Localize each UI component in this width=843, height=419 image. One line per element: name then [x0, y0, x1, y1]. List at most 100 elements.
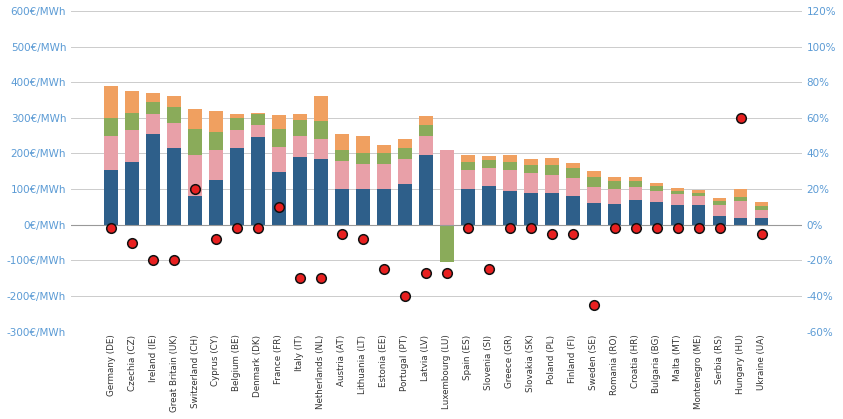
Bar	[524, 193, 538, 225]
Bar	[754, 206, 768, 210]
Bar	[650, 191, 663, 202]
Bar	[440, 150, 454, 225]
Point	[419, 269, 432, 276]
Bar	[398, 184, 411, 225]
Bar	[629, 200, 642, 225]
Bar	[335, 160, 349, 189]
Bar	[377, 153, 390, 164]
Point	[461, 225, 475, 232]
Bar	[419, 155, 432, 225]
Bar	[650, 202, 663, 225]
Bar	[209, 132, 223, 150]
Bar	[230, 148, 244, 225]
Point	[503, 225, 517, 232]
Bar	[293, 120, 307, 136]
Point	[587, 302, 600, 308]
Point	[545, 230, 558, 237]
Point	[147, 257, 160, 264]
Bar	[356, 164, 370, 189]
Point	[336, 230, 349, 237]
Bar	[105, 136, 118, 170]
Bar	[314, 122, 328, 139]
Bar	[482, 186, 496, 225]
Bar	[230, 118, 244, 130]
Bar	[419, 125, 432, 136]
Bar	[419, 116, 432, 125]
Bar	[503, 162, 517, 170]
Bar	[167, 123, 181, 148]
Point	[754, 230, 768, 237]
Bar	[419, 136, 432, 155]
Bar	[461, 155, 475, 162]
Bar	[733, 201, 748, 218]
Bar	[566, 163, 579, 168]
Point	[608, 225, 621, 232]
Bar	[293, 136, 307, 157]
Bar	[671, 194, 685, 205]
Bar	[314, 159, 328, 225]
Point	[209, 235, 223, 242]
Bar	[146, 114, 160, 134]
Bar	[587, 177, 600, 187]
Bar	[524, 159, 538, 165]
Bar	[293, 114, 307, 120]
Bar	[167, 148, 181, 225]
Bar	[733, 218, 748, 225]
Bar	[650, 186, 663, 191]
Point	[713, 225, 727, 232]
Bar	[587, 171, 600, 177]
Bar	[126, 130, 139, 163]
Bar	[230, 114, 244, 118]
Bar	[335, 150, 349, 160]
Point	[482, 266, 496, 273]
Bar	[692, 190, 706, 193]
Bar	[524, 173, 538, 193]
Bar	[293, 157, 307, 225]
Bar	[440, 225, 454, 262]
Bar	[503, 155, 517, 162]
Point	[251, 225, 265, 232]
Bar	[587, 187, 600, 203]
Bar	[671, 205, 685, 225]
Point	[692, 225, 706, 232]
Point	[230, 225, 244, 232]
Bar	[733, 189, 748, 197]
Bar	[713, 216, 727, 225]
Bar	[461, 162, 475, 170]
Bar	[251, 113, 265, 114]
Bar	[314, 96, 328, 122]
Bar	[377, 189, 390, 225]
Bar	[545, 175, 559, 193]
Bar	[608, 189, 621, 204]
Bar	[671, 191, 685, 194]
Bar	[356, 136, 370, 153]
Point	[650, 225, 663, 232]
Bar	[377, 145, 390, 153]
Bar	[608, 204, 621, 225]
Bar	[608, 177, 621, 181]
Bar	[503, 170, 517, 191]
Bar	[754, 210, 768, 217]
Bar	[146, 102, 160, 114]
Bar	[146, 93, 160, 102]
Bar	[692, 196, 706, 205]
Bar	[167, 96, 181, 107]
Point	[524, 225, 538, 232]
Bar	[398, 148, 411, 159]
Bar	[105, 86, 118, 118]
Bar	[608, 181, 621, 189]
Bar	[713, 201, 727, 205]
Bar	[335, 189, 349, 225]
Bar	[566, 178, 579, 196]
Bar	[188, 196, 201, 225]
Bar	[146, 134, 160, 225]
Bar	[629, 177, 642, 181]
Bar	[482, 160, 496, 168]
Bar	[754, 217, 768, 225]
Bar	[251, 125, 265, 137]
Bar	[272, 172, 286, 225]
Bar	[251, 137, 265, 225]
Bar	[461, 189, 475, 225]
Point	[314, 275, 328, 282]
Bar	[482, 155, 496, 160]
